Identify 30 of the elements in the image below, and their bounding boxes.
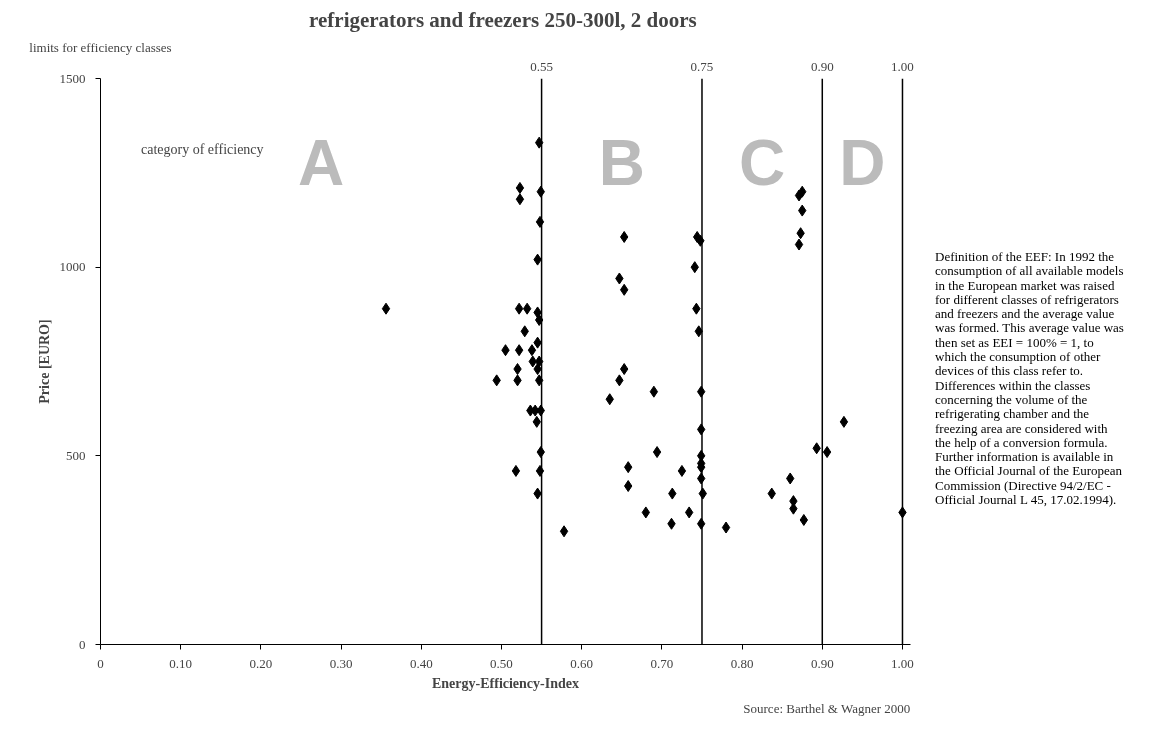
ref-line-label: 1.00 — [891, 58, 914, 74]
annotation: C — [739, 127, 786, 200]
y-tick-label: 1000 — [59, 259, 86, 275]
ref-line-label: 0.55 — [530, 58, 553, 74]
annotation: D — [839, 127, 886, 200]
chart-title: refrigerators and freezers 250-300l, 2 doors — [309, 7, 697, 32]
x-axis-title: Energy-Efficiency-Index — [432, 675, 579, 691]
x-tick-label: 0.60 — [570, 655, 594, 671]
x-tick-label: 0.40 — [409, 655, 433, 671]
annotation: category of efficiency — [141, 141, 264, 157]
x-tick-label: 0.30 — [329, 655, 353, 671]
y-axis-title: Price [EURO] — [36, 319, 52, 404]
x-tick-label: 0.10 — [169, 655, 193, 671]
y-tick-label: 1500 — [59, 70, 86, 86]
x-tick-label: 0.50 — [490, 655, 513, 671]
ref-line-label: 0.75 — [690, 58, 714, 74]
annotation: B — [598, 127, 645, 200]
y-tick-label: 500 — [66, 447, 86, 463]
ref-line-label: 0.90 — [810, 58, 834, 74]
x-tick-label: 0 — [97, 655, 104, 671]
x-tick-label: 1.00 — [891, 655, 914, 671]
source-note: Source: Barthel & Wagner 2000 — [743, 700, 911, 716]
text: Definition of the EEF: In 1992 the consumption of all available models in the European market was raised for different classes of refrigerators and freezers and the average value was formed. This average value was then set as EEI = 100% = 1, to which the consumption of other devices of this class refer to. Differences within the classes concerning the volume of the refrigerating chamber and the freezing area are considered with the help of a conversion formula. Further information is available in the Official Journal of the European Commission (Directive 94/2/EC - Official Journal L 45, 17.02.1994). — [935, 249, 1124, 508]
x-tick-label: 0.90 — [810, 655, 834, 671]
y-tick-label: 0 — [79, 636, 86, 652]
annotation: A — [297, 127, 345, 200]
x-tick-label: 0.80 — [730, 655, 754, 671]
x-tick-label: 0.20 — [249, 655, 273, 671]
x-tick-label: 0.70 — [650, 655, 674, 671]
text: limits for efficiency classes — [29, 39, 172, 55]
